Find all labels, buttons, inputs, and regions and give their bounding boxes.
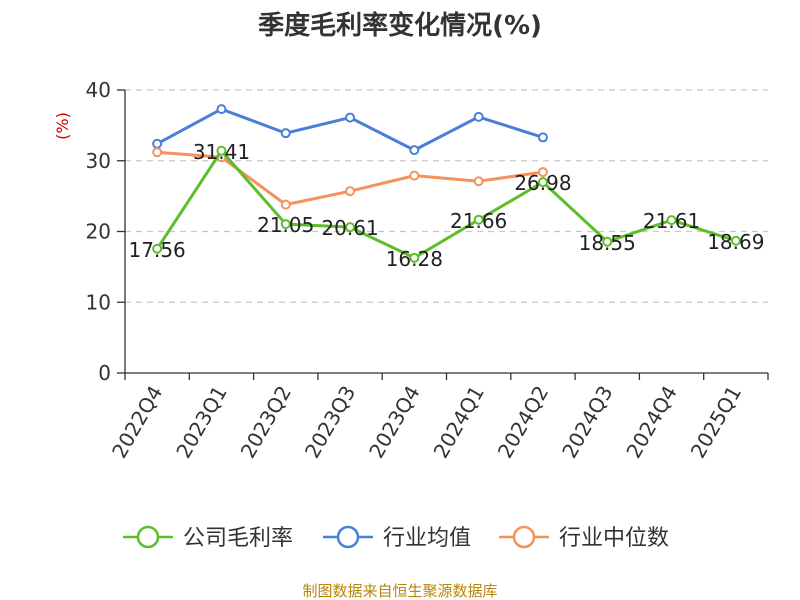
legend-marker (512, 525, 536, 549)
y-tick-label: 0 (98, 361, 111, 385)
data-labels: 17.56 31.41 21.05 20.61 16.28 21.66 26.98 18.55… (129, 140, 765, 271)
data-point (345, 186, 356, 197)
y-tick-label: 30 (86, 149, 111, 173)
chart-title: 季度毛利率变化情况(%) (258, 10, 542, 41)
legend-item: 行业均值 (323, 525, 471, 551)
x-tick-label: 2023Q3 (300, 382, 360, 463)
data-point (537, 132, 548, 143)
data-point (152, 147, 163, 158)
data-point (345, 222, 356, 233)
y-tick-label: 40 (86, 78, 111, 102)
x-tick-label: 2023Q1 (171, 382, 231, 463)
y-tick-label: 10 (86, 290, 111, 314)
grid-lines (125, 89, 768, 303)
y-tick-label: 20 (86, 220, 111, 244)
data-point (280, 199, 291, 210)
x-tick-label: 2024Q2 (493, 382, 553, 463)
data-label: 21.61 (643, 209, 700, 233)
data-label: 17.56 (129, 238, 186, 262)
data-point (152, 243, 163, 254)
data-point (345, 112, 356, 123)
data-point (409, 170, 420, 181)
legend-item: 公司毛利率 (123, 525, 293, 551)
x-tick-label: 2024Q4 (621, 382, 681, 463)
x-tick-label: 2024Q3 (557, 382, 617, 463)
data-label: 18.55 (579, 231, 636, 255)
legend-item: 行业中位数 (499, 525, 669, 551)
data-point (152, 138, 163, 149)
data-point (730, 235, 741, 246)
data-label: 20.61 (321, 216, 378, 240)
data-point (537, 167, 548, 178)
data-point (216, 145, 227, 156)
data-label: 21.66 (450, 209, 507, 233)
series-line (155, 149, 737, 260)
x-tick-label: 2022Q4 (107, 382, 167, 463)
x-tick-label: 2025Q1 (686, 382, 746, 463)
x-tick-label: 2023Q4 (364, 382, 424, 463)
data-point (666, 215, 677, 226)
data-point (473, 214, 484, 225)
data-point (537, 177, 548, 188)
data-point (409, 145, 420, 156)
data-point (216, 104, 227, 115)
legend-marker (336, 525, 360, 549)
data-label: 31.41 (193, 140, 250, 164)
data-point (280, 219, 291, 230)
data-label: 16.28 (386, 247, 443, 271)
legend-marker (136, 525, 160, 549)
data-label: 26.98 (514, 171, 571, 195)
data-point (280, 128, 291, 139)
legend-label: 公司毛利率 (183, 526, 293, 551)
data-point (473, 176, 484, 187)
data-point (602, 236, 613, 247)
data-point (473, 111, 484, 122)
legend-label: 行业中位数 (559, 526, 669, 551)
data-point (409, 252, 420, 263)
y-unit-label: (%) (53, 112, 72, 140)
legend: 公司毛利率 行业均值 行业中位数 (123, 525, 669, 551)
data-label: 21.05 (257, 213, 314, 237)
data-label: 18.69 (707, 230, 764, 254)
x-tick-label: 2023Q2 (236, 382, 296, 463)
x-tick-label: 2024Q1 (429, 382, 489, 463)
series-group (152, 104, 741, 263)
source-note: 制图数据来自恒生聚源数据库 (302, 582, 497, 600)
legend-label: 行业均值 (383, 526, 471, 551)
